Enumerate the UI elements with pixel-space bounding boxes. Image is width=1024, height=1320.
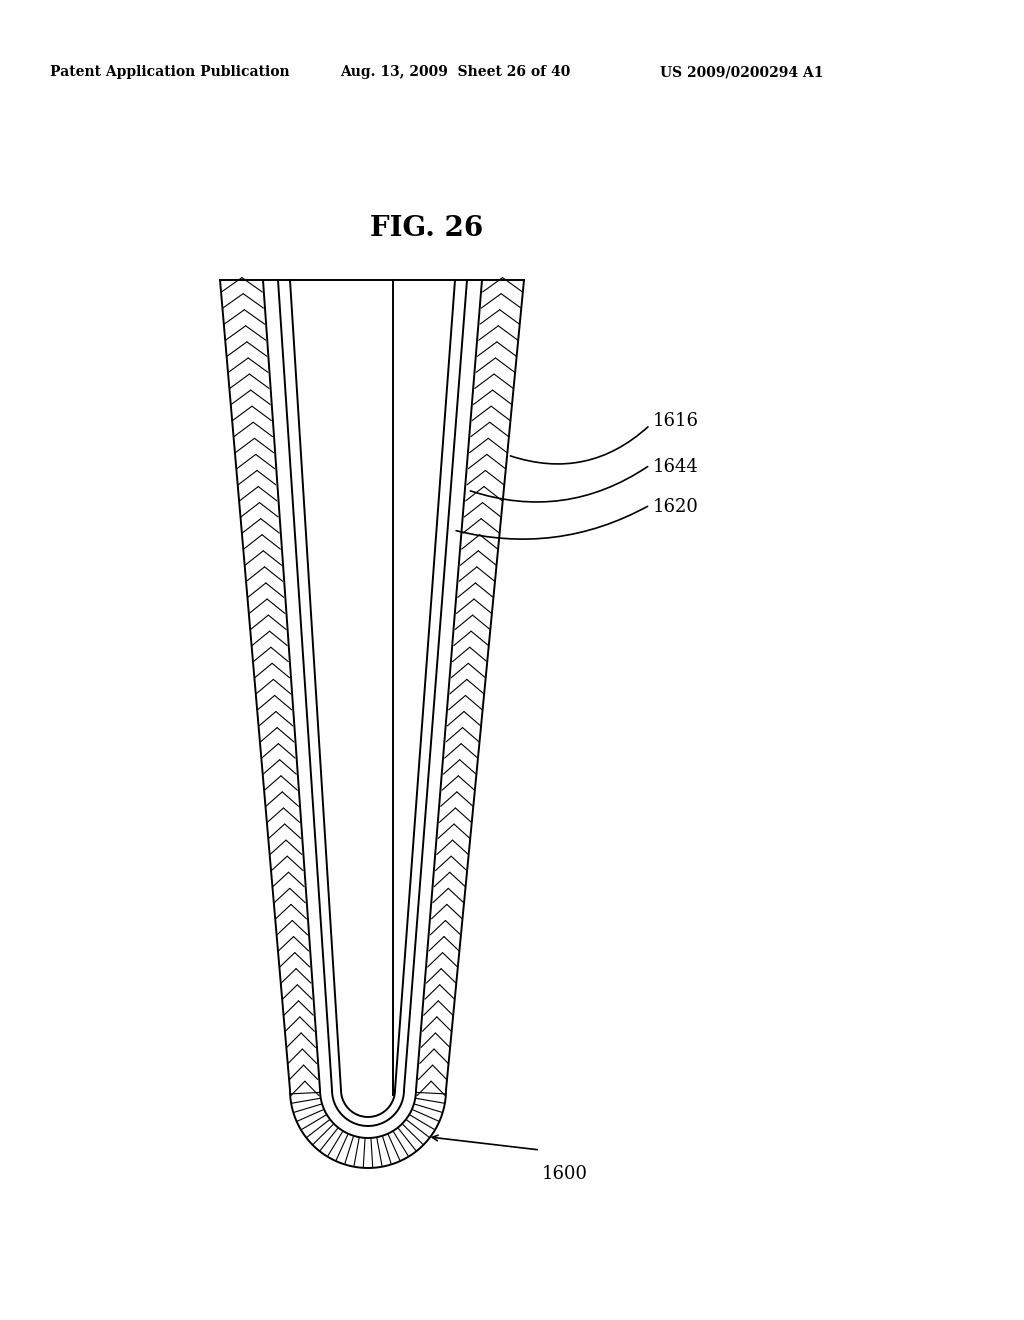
Polygon shape: [341, 1090, 395, 1117]
Text: US 2009/0200294 A1: US 2009/0200294 A1: [660, 65, 823, 79]
Text: Patent Application Publication: Patent Application Publication: [50, 65, 290, 79]
Text: Aug. 13, 2009  Sheet 26 of 40: Aug. 13, 2009 Sheet 26 of 40: [340, 65, 570, 79]
Text: 1620: 1620: [653, 498, 698, 516]
Polygon shape: [319, 1090, 416, 1138]
Text: 1616: 1616: [653, 412, 699, 430]
Text: FIG. 26: FIG. 26: [370, 215, 483, 242]
Text: 1600: 1600: [542, 1166, 588, 1183]
Text: 1644: 1644: [653, 458, 698, 477]
